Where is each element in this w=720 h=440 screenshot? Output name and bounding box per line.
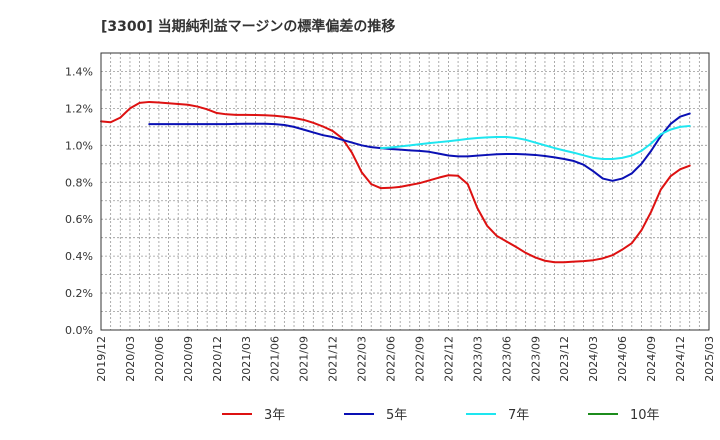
legend-item-1: 5年	[344, 408, 407, 423]
legend-label: 10年	[630, 408, 660, 423]
x-tick-label: 2023/09	[529, 336, 542, 382]
y-tick-label: 0.2%	[65, 287, 93, 300]
y-tick-label: 1.2%	[65, 102, 93, 115]
chart-title: [3300] 当期純利益マージンの標準偏差の推移	[101, 18, 395, 35]
legend-item-3: 10年	[588, 408, 660, 423]
x-tick-label: 2024/06	[616, 336, 629, 382]
x-tick-label: 2020/12	[211, 336, 224, 382]
y-tick-label: 1.0%	[65, 139, 93, 152]
x-tick-label: 2019/12	[95, 336, 108, 382]
x-axis-ticks: 2019/12 2020/03 2020/06 2020/09 2020/12 2021/…	[95, 336, 716, 382]
x-tick-label: 2021/06	[269, 336, 282, 382]
legend-label: 7年	[508, 408, 529, 423]
legend-label: 5年	[386, 408, 407, 423]
series-layer	[100, 100, 691, 264]
x-tick-label: 2021/09	[298, 336, 311, 382]
plot-frame	[100, 52, 710, 331]
series-line-1	[148, 112, 691, 182]
y-tick-label: 0.8%	[65, 176, 93, 189]
legend-label: 3年	[264, 408, 285, 423]
x-tick-label: 2024/03	[587, 336, 600, 382]
y-tick-label: 0.0%	[65, 324, 93, 337]
x-tick-label: 2023/03	[471, 336, 484, 382]
legend-item-2: 7年	[466, 408, 529, 423]
x-tick-label: 2023/06	[500, 336, 513, 382]
series-line-2	[379, 124, 691, 160]
x-tick-label: 2025/03	[703, 336, 716, 382]
x-tick-label: 2021/12	[327, 336, 340, 382]
legend: 3年 5年 7年 10年	[222, 408, 660, 423]
x-tick-label: 2021/03	[240, 336, 253, 382]
y-tick-label: 0.4%	[65, 250, 93, 263]
x-tick-label: 2022/09	[413, 336, 426, 382]
x-tick-label: 2022/12	[442, 336, 455, 382]
y-tick-label: 1.4%	[65, 65, 93, 78]
y-tick-label: 0.6%	[65, 213, 93, 226]
x-tick-label: 2020/09	[182, 336, 195, 382]
x-tick-label: 2022/03	[356, 336, 369, 382]
legend-item-0: 3年	[222, 408, 285, 423]
x-tick-label: 2022/06	[385, 336, 398, 382]
y-axis-ticks: 0.0% 0.2% 0.4% 0.6% 0.8% 1.0% 1.2% 1.4%	[65, 65, 93, 337]
x-tick-label: 2020/06	[153, 336, 166, 382]
x-tick-label: 2023/12	[558, 336, 571, 382]
x-tick-label: 2024/09	[645, 336, 658, 382]
series-line-0	[100, 100, 691, 264]
x-tick-label: 2020/03	[124, 336, 137, 382]
x-tick-label: 2024/12	[674, 336, 687, 382]
grid-layer	[101, 53, 709, 330]
